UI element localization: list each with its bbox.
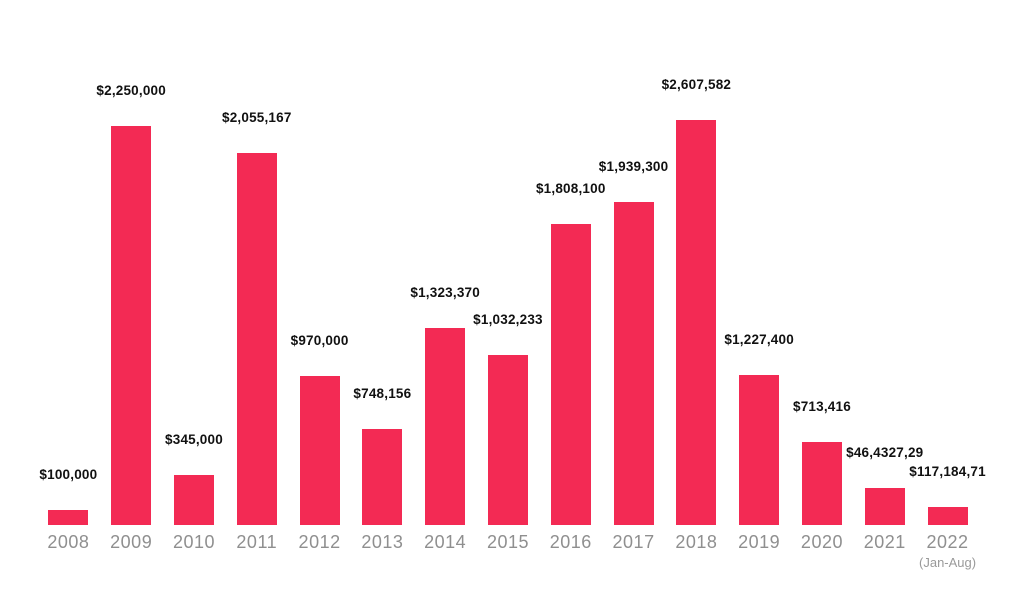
year-label: 2019 (738, 532, 781, 552)
year-label: 2014 (424, 532, 467, 552)
bar-value-label: $713,416 (792, 399, 851, 414)
bar-value-label: $1,032,233 (473, 312, 543, 327)
bar-value-label: $2,607,582 (661, 77, 732, 92)
bar-value-label: $1,227,400 (724, 332, 794, 347)
bar-value-label: $1,323,370 (410, 285, 480, 300)
year-label: 2009 (110, 532, 153, 552)
bar-value-label: $2,055,167 (221, 110, 292, 125)
x-axis-tick: 2019 (738, 532, 780, 553)
year-label: 2017 (612, 532, 655, 552)
bar (236, 153, 277, 525)
bar-value-label: $1,808,100 (535, 181, 606, 196)
year-sub-label: (Jan-Aug) (919, 555, 977, 570)
year-label: 2021 (863, 532, 906, 552)
x-axis-tick: 2018 (675, 532, 717, 553)
bar-column: $1,323,370 2014 (410, 0, 479, 552)
bar (613, 202, 654, 525)
bar (111, 126, 152, 525)
bar-value-label: $1,939,300 (598, 159, 669, 174)
bar (550, 224, 591, 525)
x-axis-tick: 2008 (47, 532, 89, 553)
bar (362, 429, 403, 525)
bar-column: $117,184,71 2022 (Jan-Aug) (909, 0, 985, 570)
year-label: 2015 (486, 532, 529, 552)
bar-value-label: $117,184,71 (909, 464, 986, 479)
x-axis-tick: 2016 (550, 532, 592, 553)
bar-column: $2,607,582 2018 (662, 0, 731, 552)
bar-column: $100,000 2008 (37, 0, 100, 552)
x-axis-tick: 2010 (173, 532, 215, 553)
year-label: 2016 (549, 532, 592, 552)
bar-value-label: $345,000 (165, 432, 223, 447)
bar (299, 376, 340, 525)
bar-column: $345,000 2010 (163, 0, 226, 552)
year-label: 2022 (926, 532, 969, 552)
x-axis-tick: 2013 (361, 532, 403, 553)
bar (864, 488, 905, 525)
x-axis-tick: 2020 (801, 532, 843, 553)
bar-value-label: $970,000 (290, 333, 349, 348)
year-label: 2012 (298, 532, 341, 552)
bar (739, 375, 780, 525)
x-axis-tick: 2012 (299, 532, 341, 553)
bar-column: $1,227,400 2019 (724, 0, 793, 552)
bar-chart: $100,000 2008 $2,250,000 2009 $345,000 2… (37, 0, 985, 570)
bar-value-label: $748,156 (353, 386, 412, 401)
year-label: 2010 (172, 532, 216, 552)
bar-column: $970,000 2012 (288, 0, 351, 552)
x-axis-tick: 2009 (110, 532, 152, 553)
bar-column: $1,032,233 2015 (473, 0, 542, 552)
year-label: 2020 (800, 532, 843, 552)
x-axis-tick: 2017 (613, 532, 655, 553)
bar-value-label: $2,250,000 (96, 83, 166, 98)
x-axis-tick: 2011 (236, 532, 277, 553)
bar-column: $2,055,167 2011 (222, 0, 291, 552)
x-axis-tick: 2014 (424, 532, 466, 553)
year-label: 2008 (47, 532, 90, 552)
year-label: 2018 (675, 532, 718, 552)
bar-column: $713,416 2020 (791, 0, 854, 552)
x-axis-tick: 2022 (Jan-Aug) (919, 532, 976, 570)
bar-column: $1,939,300 2017 (599, 0, 668, 552)
year-label: 2013 (361, 532, 404, 552)
bar (425, 328, 466, 525)
bar (487, 355, 528, 525)
bar-column: $748,156 2013 (351, 0, 414, 552)
bar-column: $1,808,100 2016 (536, 0, 605, 552)
bar (676, 120, 717, 525)
bar (801, 442, 842, 525)
bar-value-label: $100,000 (39, 467, 98, 482)
bar (927, 507, 968, 525)
x-axis-tick: 2021 (864, 532, 906, 553)
bar (48, 510, 89, 525)
year-label: 2011 (236, 532, 278, 552)
bar (173, 475, 214, 525)
bar-column: $46,4327,29 2021 (846, 0, 923, 552)
x-axis-tick: 2015 (487, 532, 529, 553)
bar-value-label: $46,4327,29 (846, 445, 924, 460)
bar-column: $2,250,000 2009 (96, 0, 165, 552)
